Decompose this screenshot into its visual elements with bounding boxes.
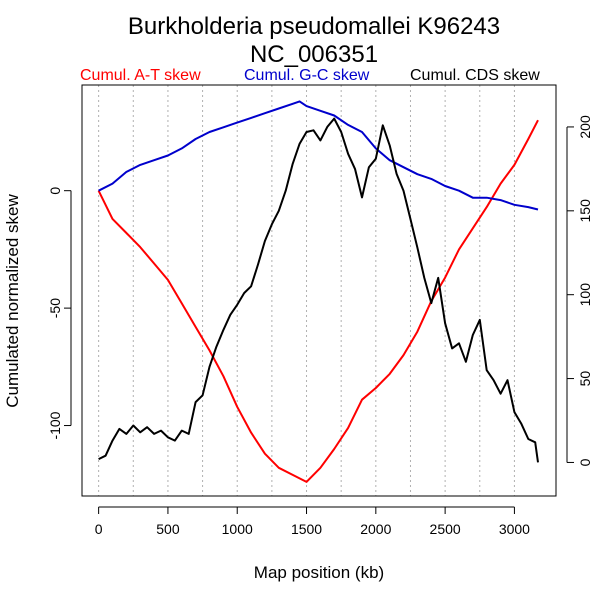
y-axis-label: Cumulated normalized skew [3,194,22,408]
x-tick-label: 2500 [430,521,461,537]
y2-tick-label: 100 [577,283,593,307]
x-axis-label: Map position (kb) [254,563,384,582]
x-tick-label: 500 [156,521,180,537]
legend-at-skew: Cumul. A-T skew [80,67,201,84]
cds-skew-line [98,117,539,463]
y-tick-label: 0 [47,187,63,195]
y2-tick-label: 50 [577,371,593,387]
chart-title: Burkholderia pseudomallei K96243 [128,13,500,40]
series-lines [97,100,539,483]
x-tick-label: 2000 [360,521,391,537]
plot-frame [81,84,557,497]
axes: 0 500 1000 1500 2000 2500 3000 -100 -50 0 0 50 100 15… [47,115,593,537]
legend-cds-skew: Cumul. CDS skew [410,67,540,84]
at-skew-line [97,119,539,483]
y-tick-label: -50 [47,298,63,318]
x-tick-label: 3000 [499,521,530,537]
grid-lines [98,85,515,496]
x-tick-label: 1500 [291,521,322,537]
legend-gc-skew: Cumul. G-C skew [244,67,370,84]
gc-skew-line [98,100,539,211]
y-tick-label: -100 [47,411,63,439]
x-tick-label: 0 [95,521,103,537]
chart-subtitle: NC_006351 [250,41,378,68]
x-tick-label: 1000 [222,521,253,537]
y2-tick-label: 200 [577,115,593,139]
y2-tick-label: 0 [577,458,593,466]
y2-tick-label: 150 [577,199,593,223]
